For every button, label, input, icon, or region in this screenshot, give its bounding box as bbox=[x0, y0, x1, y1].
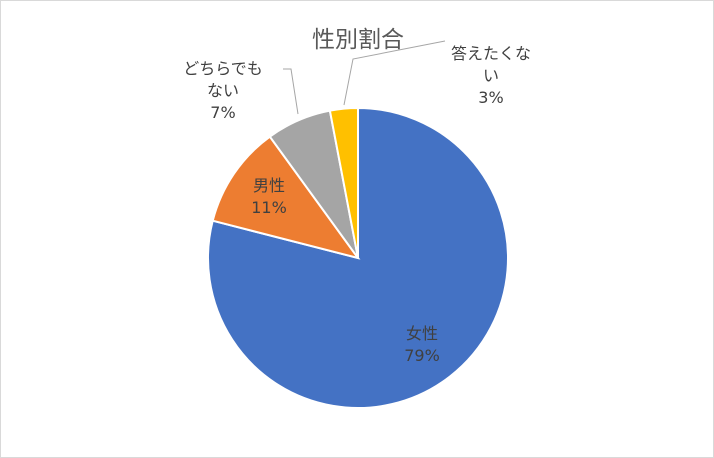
category-label: 女性 bbox=[405, 324, 438, 343]
category-label: 男性 bbox=[252, 176, 285, 195]
category-label: どちらでもない bbox=[183, 59, 263, 100]
value-label: 7% bbox=[210, 103, 236, 122]
value-label: 79% bbox=[404, 346, 440, 365]
leader-line bbox=[343, 40, 446, 106]
leader-line bbox=[283, 68, 299, 115]
data-label: 男性 11% bbox=[226, 175, 312, 219]
data-label: 答えたくない 3% bbox=[448, 43, 534, 109]
pie-slice bbox=[328, 106, 359, 259]
data-label: どちらでもない 7% bbox=[180, 58, 266, 124]
category-label: 答えたくない bbox=[450, 44, 531, 85]
pie-slice bbox=[211, 135, 361, 260]
value-label: 11% bbox=[251, 198, 287, 217]
value-label: 3% bbox=[478, 88, 504, 107]
data-label: 女性 79% bbox=[379, 323, 465, 367]
chart-title: 性別割合 bbox=[312, 27, 404, 53]
